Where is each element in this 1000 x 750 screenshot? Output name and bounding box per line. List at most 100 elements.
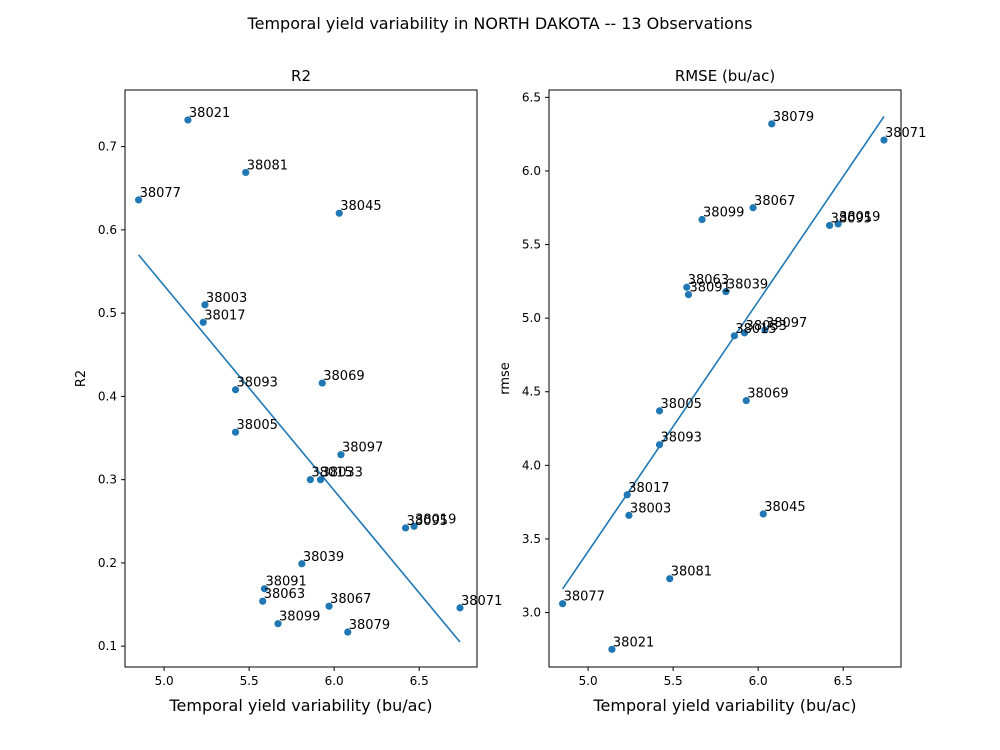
data-point <box>335 209 343 217</box>
point-label: 38091 <box>265 575 306 590</box>
data-point <box>274 620 282 628</box>
data-point <box>625 511 633 519</box>
point-label: 38079 <box>773 110 814 125</box>
data-point <box>608 645 616 653</box>
point-label: 38033 <box>746 319 787 334</box>
point-label: 38077 <box>140 186 181 201</box>
data-point <box>683 283 691 291</box>
data-point <box>242 168 250 177</box>
point-label: 38021 <box>613 635 654 650</box>
data-point <box>401 524 410 532</box>
data-point <box>259 597 267 605</box>
data-point <box>199 318 207 326</box>
x-tick-label: 6.0 <box>749 674 768 688</box>
data-point <box>698 215 706 224</box>
data-point <box>318 379 326 387</box>
y-tick-label: 0.7 <box>98 140 117 154</box>
data-point <box>655 441 664 449</box>
data-point <box>298 560 306 568</box>
data-point <box>337 451 345 459</box>
data-point <box>666 575 674 583</box>
data-point <box>740 329 749 337</box>
plot-frame-1 <box>548 89 902 668</box>
panel-title-0: R2 <box>291 67 311 85</box>
x-tick-label: 5.5 <box>240 674 259 688</box>
y-tick-label: 4.5 <box>522 385 541 399</box>
data-point <box>623 491 631 499</box>
data-point <box>201 301 209 309</box>
point-label: 38045 <box>340 199 381 214</box>
y-tick-label: 5.5 <box>522 238 541 252</box>
x-tick-label: 6.5 <box>410 674 429 688</box>
data-point <box>344 628 352 636</box>
x-tick-label: 6.0 <box>325 674 344 688</box>
point-label: 38005 <box>237 418 278 433</box>
y-tick-label: 5.0 <box>522 311 541 325</box>
point-label: 38071 <box>461 594 502 609</box>
point-label: 38019 <box>415 512 456 527</box>
data-point <box>559 600 567 608</box>
data-point <box>749 204 757 212</box>
y-axis-label: rmse <box>498 362 513 395</box>
point-label: 38097 <box>766 316 807 331</box>
y-tick-label: 0.6 <box>98 223 117 237</box>
data-point <box>722 288 730 296</box>
y-tick-label: 3.5 <box>522 532 541 546</box>
y-tick-label: 0.1 <box>98 639 117 653</box>
point-label: 38039 <box>727 278 768 293</box>
data-point <box>231 386 240 394</box>
data-point <box>184 116 192 124</box>
point-label: 38067 <box>754 194 795 209</box>
point-label: 38081 <box>671 565 712 580</box>
point-label: 38091 <box>689 281 730 296</box>
y-tick-label: 0.4 <box>98 389 117 403</box>
point-label: 38081 <box>247 158 288 173</box>
y-tick-label: 0.2 <box>98 556 117 570</box>
data-point <box>759 510 767 518</box>
point-label: 38063 <box>688 273 729 288</box>
trend-line <box>561 116 885 590</box>
y-tick-label: 6.5 <box>522 90 541 104</box>
point-label: 38003 <box>630 501 671 516</box>
x-axis-label: Temporal yield variability (bu/ac) <box>593 696 857 715</box>
y-tick-label: 3.0 <box>522 606 541 620</box>
point-label: 38071 <box>885 126 926 141</box>
data-point <box>684 290 693 299</box>
x-tick-label: 5.0 <box>155 674 174 688</box>
y-tick-label: 0.3 <box>98 473 117 487</box>
data-point <box>325 602 333 610</box>
point-label: 38021 <box>189 106 230 121</box>
data-point <box>880 136 888 144</box>
data-point <box>730 332 738 340</box>
data-point <box>768 120 776 128</box>
panel-title-1: RMSE (bu/ac) <box>675 67 775 85</box>
x-tick-label: 5.5 <box>664 674 683 688</box>
point-label: 38015 <box>735 322 776 337</box>
y-tick-label: 6.0 <box>522 164 541 178</box>
point-label: 38099 <box>279 610 320 625</box>
point-label: 38069 <box>323 369 364 384</box>
data-point <box>742 396 750 405</box>
data-point <box>834 220 842 228</box>
point-label: 38005 <box>661 397 702 412</box>
point-label: 38063 <box>264 587 305 602</box>
plot-frame-0 <box>124 89 478 668</box>
point-label: 38017 <box>204 308 245 323</box>
data-point <box>410 522 418 530</box>
data-point <box>231 428 240 436</box>
point-label: 38033 <box>322 466 363 481</box>
point-label: 38019 <box>839 210 880 225</box>
point-label: 38039 <box>303 550 344 565</box>
point-label: 38093 <box>661 431 702 446</box>
point-label: 38017 <box>628 481 669 496</box>
point-label: 38093 <box>237 376 278 391</box>
data-point <box>761 326 769 334</box>
data-point <box>135 196 143 204</box>
y-tick-label: 0.5 <box>98 306 117 320</box>
point-label: 38095 <box>407 514 448 529</box>
point-label: 38067 <box>330 592 371 607</box>
point-label: 38077 <box>564 590 605 605</box>
data-point <box>655 407 664 415</box>
